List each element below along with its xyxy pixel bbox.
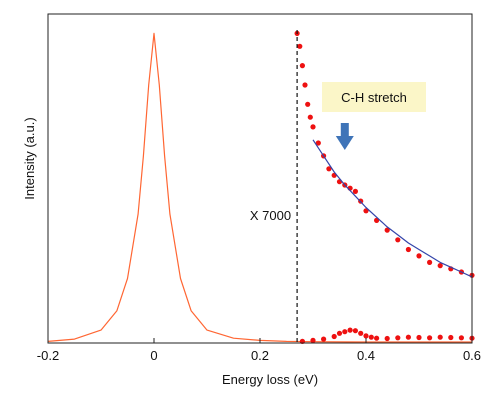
scale-factor-label: X 7000 [250, 208, 291, 223]
x-tick-label: -0.2 [37, 348, 59, 363]
x-axis-label: Energy loss (eV) [222, 372, 318, 387]
series-3-point [437, 334, 443, 340]
axes-layer [47, 13, 473, 344]
series-2-line [312, 139, 473, 278]
callout-box [322, 82, 426, 112]
series-3-point [342, 329, 348, 335]
series-1-point [302, 82, 308, 88]
series-3-point [363, 333, 369, 339]
series-3-point [347, 327, 353, 333]
series-1-point [299, 63, 305, 69]
series-3-point [358, 330, 364, 336]
series-3-point [448, 334, 454, 341]
series-3-point [368, 334, 374, 340]
x-tick-label: 0 [150, 348, 157, 363]
series-3-point [384, 335, 390, 342]
plot-layer [47, 30, 475, 344]
series-3-point [321, 336, 327, 342]
series-1-point [310, 124, 316, 130]
series-3-point [427, 335, 433, 341]
series-1-point [395, 237, 401, 243]
series-3-point [352, 328, 358, 334]
series-3-point [405, 334, 411, 340]
series-3-point [336, 330, 343, 336]
callout-label: C-H stretch [341, 90, 407, 105]
text-layer: -0.2 0 0.2 0.4 0.6 Energy loss (eV) Intensity … [22, 82, 481, 387]
series-3-point [331, 333, 337, 340]
x-tick-label: 0.4 [357, 348, 375, 363]
y-axis-label: Intensity (a.u.) [22, 117, 37, 199]
series-3-point [395, 335, 401, 341]
series-1-point [307, 114, 313, 120]
series-3-point [416, 334, 422, 341]
x-tick-label: 0.2 [251, 348, 269, 363]
series-1-point [427, 259, 433, 265]
series-1-point [326, 166, 332, 172]
series-3-point [458, 335, 464, 341]
series-0-line [47, 32, 472, 343]
series-1-point [305, 101, 311, 107]
callout-arrow-head [335, 136, 354, 150]
x-tick-label: 0.6 [463, 348, 481, 363]
series-1-point [297, 43, 303, 49]
callout-arrow-shaft [340, 123, 349, 137]
series-3-point [374, 335, 380, 341]
series-1-point [384, 227, 390, 233]
series-1-point [437, 263, 443, 269]
series-1-point [416, 253, 422, 259]
series-1-point [405, 246, 411, 253]
plot-frame [47, 13, 473, 344]
series-3-point [310, 337, 316, 343]
series-1-point [352, 188, 358, 194]
series-1-point [315, 140, 321, 146]
